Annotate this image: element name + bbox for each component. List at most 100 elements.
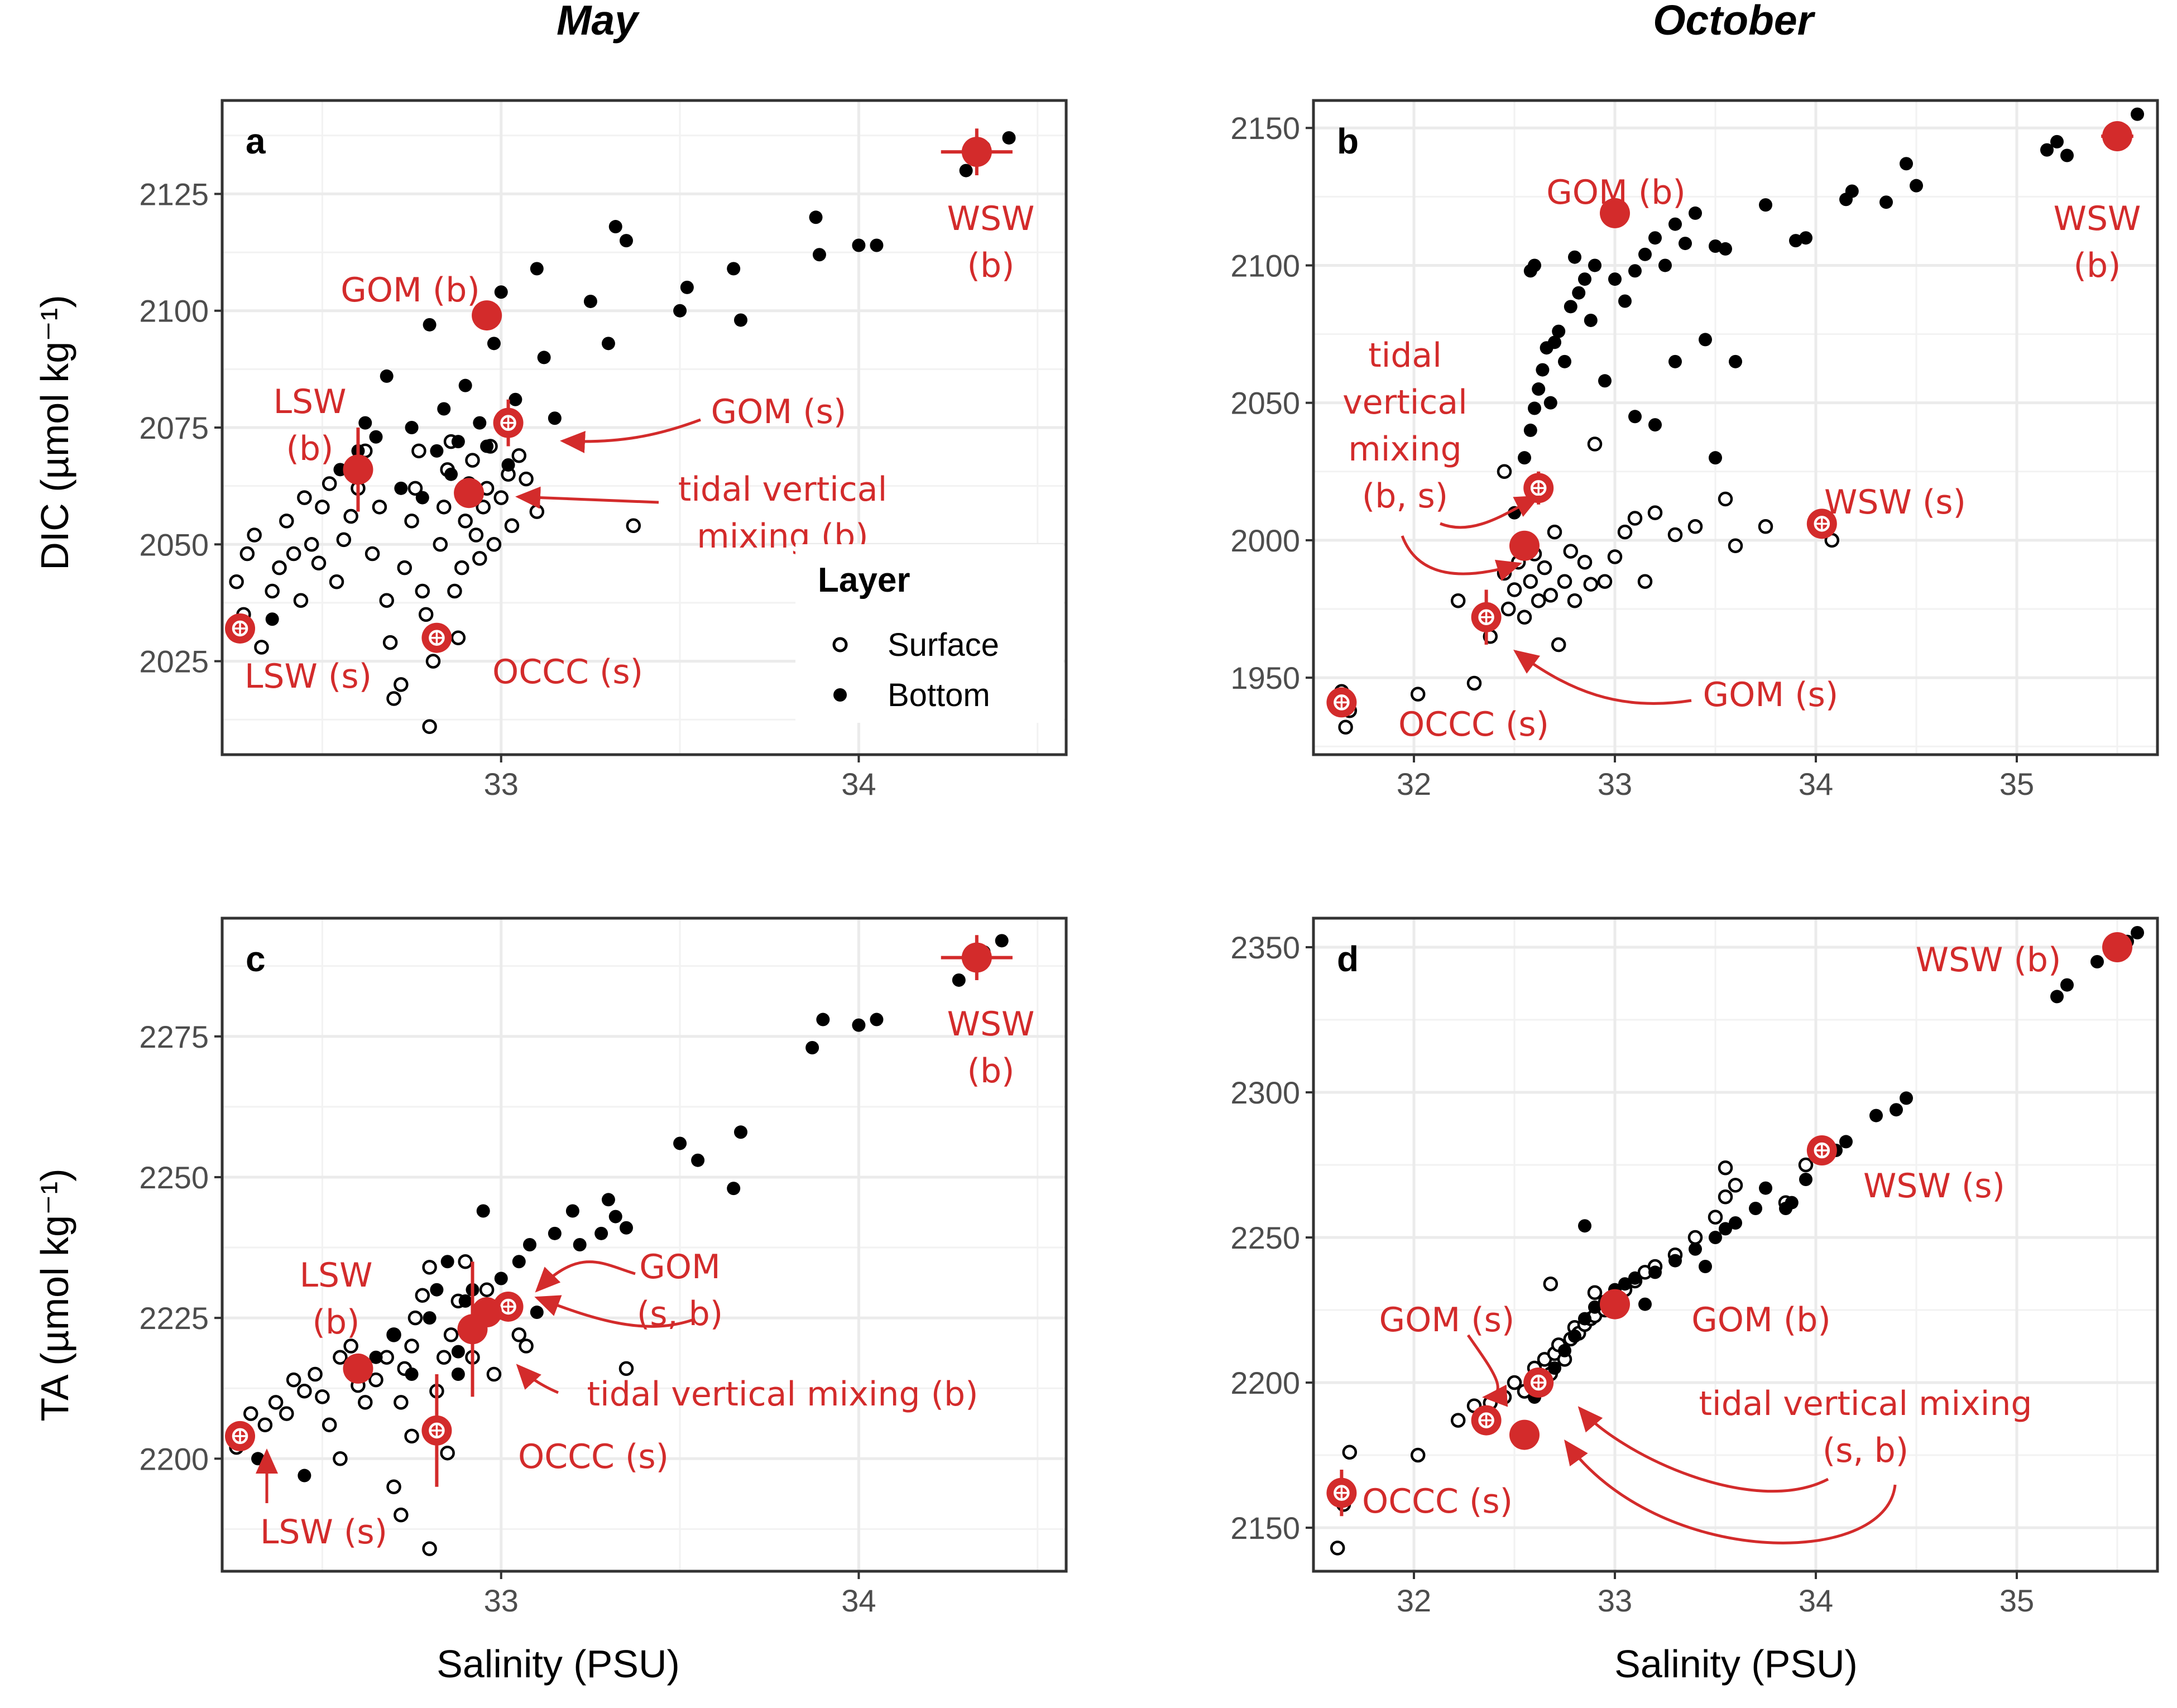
end-member-label: GOM (s) (1703, 675, 1839, 714)
surface-point (247, 527, 262, 543)
bottom-point (1699, 333, 1712, 347)
surface-point (422, 1260, 437, 1275)
bottom-point (494, 1272, 508, 1285)
surface-point (382, 635, 398, 650)
surface-point (1557, 574, 1572, 589)
bottom-point (494, 285, 508, 299)
annotation-arrow (1401, 535, 1522, 582)
bottom-point (1608, 272, 1622, 286)
surface-point (279, 1406, 294, 1421)
y-tick-label: 2300 (1230, 1075, 1300, 1110)
bottom-point (673, 1136, 687, 1150)
bottom-point (451, 1367, 465, 1381)
bottom-point (1759, 198, 1772, 212)
bottom-point (1729, 354, 1742, 368)
bottom-point (1543, 396, 1557, 410)
surface-point (1497, 464, 1512, 479)
bottom-point (1568, 1329, 1581, 1343)
surface-point (404, 1428, 419, 1444)
bottom-point (691, 1153, 705, 1167)
x-tick-label: 33 (1598, 1583, 1632, 1618)
surface-point (1607, 549, 1623, 564)
annotation-arrow (1564, 1439, 1897, 1544)
bottom-point (1598, 374, 1612, 388)
bottom-point (1668, 354, 1682, 368)
surface-point (486, 1366, 502, 1382)
bottom-point (1749, 1202, 1762, 1215)
annotation-arrow (515, 486, 659, 509)
end-member-label: WSW (s) (1863, 1167, 2005, 1206)
bottom-point (1548, 335, 1561, 349)
surface-point (397, 560, 412, 575)
end-member-label: GOM (s) (711, 392, 847, 431)
surface-point (1728, 1178, 1743, 1193)
surface-point (279, 514, 294, 529)
surface-point (1617, 524, 1633, 540)
y-tick-label: 2150 (1230, 111, 1300, 146)
bottom-point (423, 1311, 437, 1325)
surface-point (1523, 574, 1538, 589)
bottom-point (1890, 1103, 1903, 1117)
end-member-label: GOM (b) (1691, 1301, 1830, 1340)
end-member-label: OCCC (s) (1398, 705, 1549, 744)
surface-point (336, 532, 352, 548)
bottom-point (1910, 179, 1923, 193)
surface-point (1507, 582, 1522, 597)
y-tick-label: 2100 (139, 294, 209, 329)
panel-border (220, 99, 1068, 756)
end-member-marker (454, 478, 485, 508)
surface-point (1450, 593, 1466, 608)
bottom-point (522, 1238, 536, 1251)
bottom-point (394, 481, 408, 495)
annotation-arrow (1513, 650, 1692, 705)
bottom-point (509, 392, 522, 406)
bottom-point (727, 1182, 741, 1196)
y-tick-label: 2200 (139, 1441, 209, 1476)
annotation-arrow (535, 1260, 636, 1293)
annotation-arrow (534, 1295, 693, 1328)
y-tick-label: 2050 (139, 527, 209, 562)
surface-point (1687, 1230, 1703, 1245)
surface-point (425, 654, 441, 669)
end-member-marker (343, 1353, 373, 1384)
surface-point (415, 1288, 430, 1303)
bottom-point (870, 1013, 884, 1026)
bottom-point (1879, 195, 1893, 209)
bottom-point (251, 1452, 265, 1466)
bottom-point (458, 378, 472, 392)
bottom-point (1548, 1361, 1561, 1375)
bottom-point (1709, 451, 1722, 465)
panel-letter: c (246, 939, 266, 979)
surface-point (368, 1372, 383, 1388)
surface-point (443, 1327, 459, 1342)
surface-point (293, 593, 309, 608)
panel-letter: d (1337, 939, 1359, 979)
bottom-point (530, 1306, 544, 1320)
annotation-arrow (516, 1364, 559, 1394)
end-member-label: LSW (b) (274, 382, 347, 468)
surface-point (239, 546, 255, 562)
end-member-marker (1509, 1419, 1540, 1450)
annotation-arrow (1440, 495, 1541, 529)
surface-point (1637, 574, 1653, 589)
surface-point (472, 551, 487, 566)
surface-point (322, 1417, 337, 1433)
end-member-marker (457, 1314, 488, 1345)
y-tick-label: 2000 (1230, 523, 1300, 558)
surface-point (286, 1372, 301, 1388)
surface-point (265, 583, 280, 599)
bottom-point (430, 444, 444, 458)
bottom-point (1789, 234, 1802, 248)
bottom-point (1552, 324, 1566, 338)
bottom-point (805, 1040, 819, 1054)
bottom-point (1785, 1196, 1799, 1210)
surface-point (465, 453, 480, 468)
bottom-point (1578, 1219, 1591, 1233)
panel-c: 33 34 2200 2225 2250 2275 c WSW (b) GOM (s, b) LSW(… (139, 917, 1068, 1618)
surface-point (1537, 560, 1552, 575)
surface-point (418, 607, 434, 622)
surface-point (315, 1389, 330, 1404)
bottom-point (1648, 231, 1662, 245)
bottom-point (1628, 1271, 1642, 1285)
bottom-point (1584, 313, 1598, 327)
